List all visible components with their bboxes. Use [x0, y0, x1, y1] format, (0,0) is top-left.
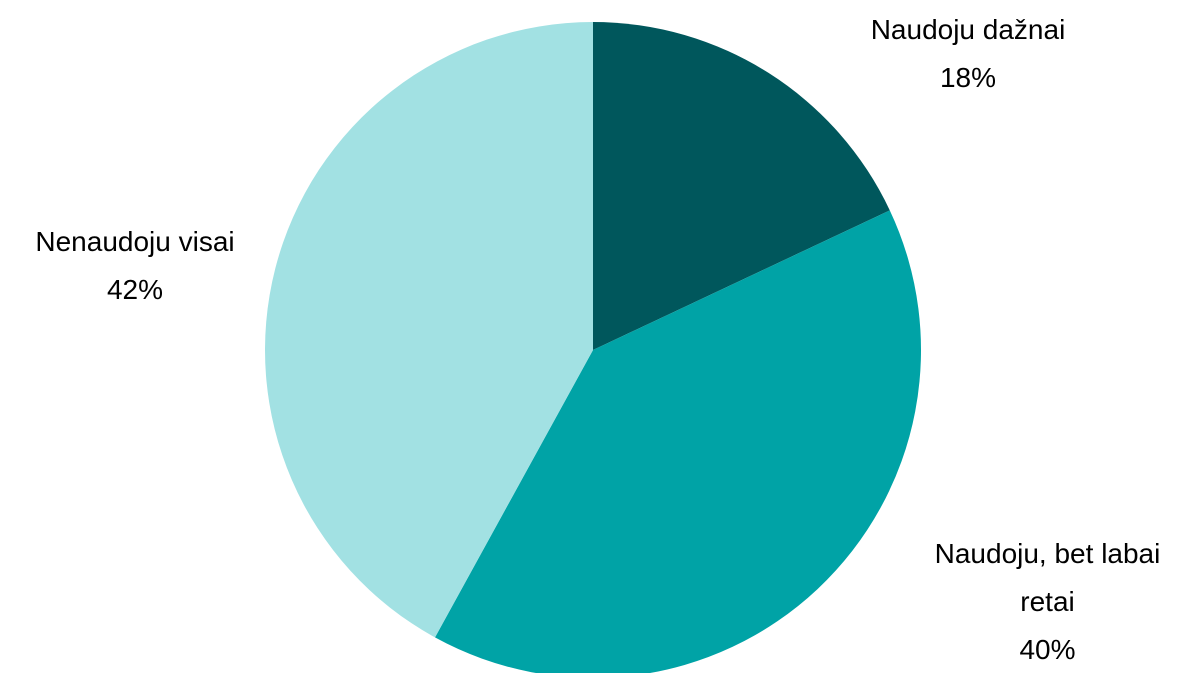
pie-slice — [593, 22, 890, 350]
value-label: 40% — [1019, 634, 1076, 665]
value-label: 18% — [939, 62, 997, 93]
pie-slice — [434, 210, 921, 673]
pie-slice — [265, 22, 593, 638]
category-label: Nenaudoju visai — [35, 226, 235, 257]
slice-label: Naudoju dažnai 18% — [818, 6, 1118, 102]
slice-label: Nenaudoju visai 42% — [0, 218, 270, 314]
category-label: Naudoju dažnai — [870, 14, 1066, 45]
category-label: Naudoju, bet labai retai — [934, 538, 1161, 617]
slice-label: Naudoju, bet labai retai 40% — [905, 530, 1190, 673]
value-label: 42% — [106, 274, 164, 305]
